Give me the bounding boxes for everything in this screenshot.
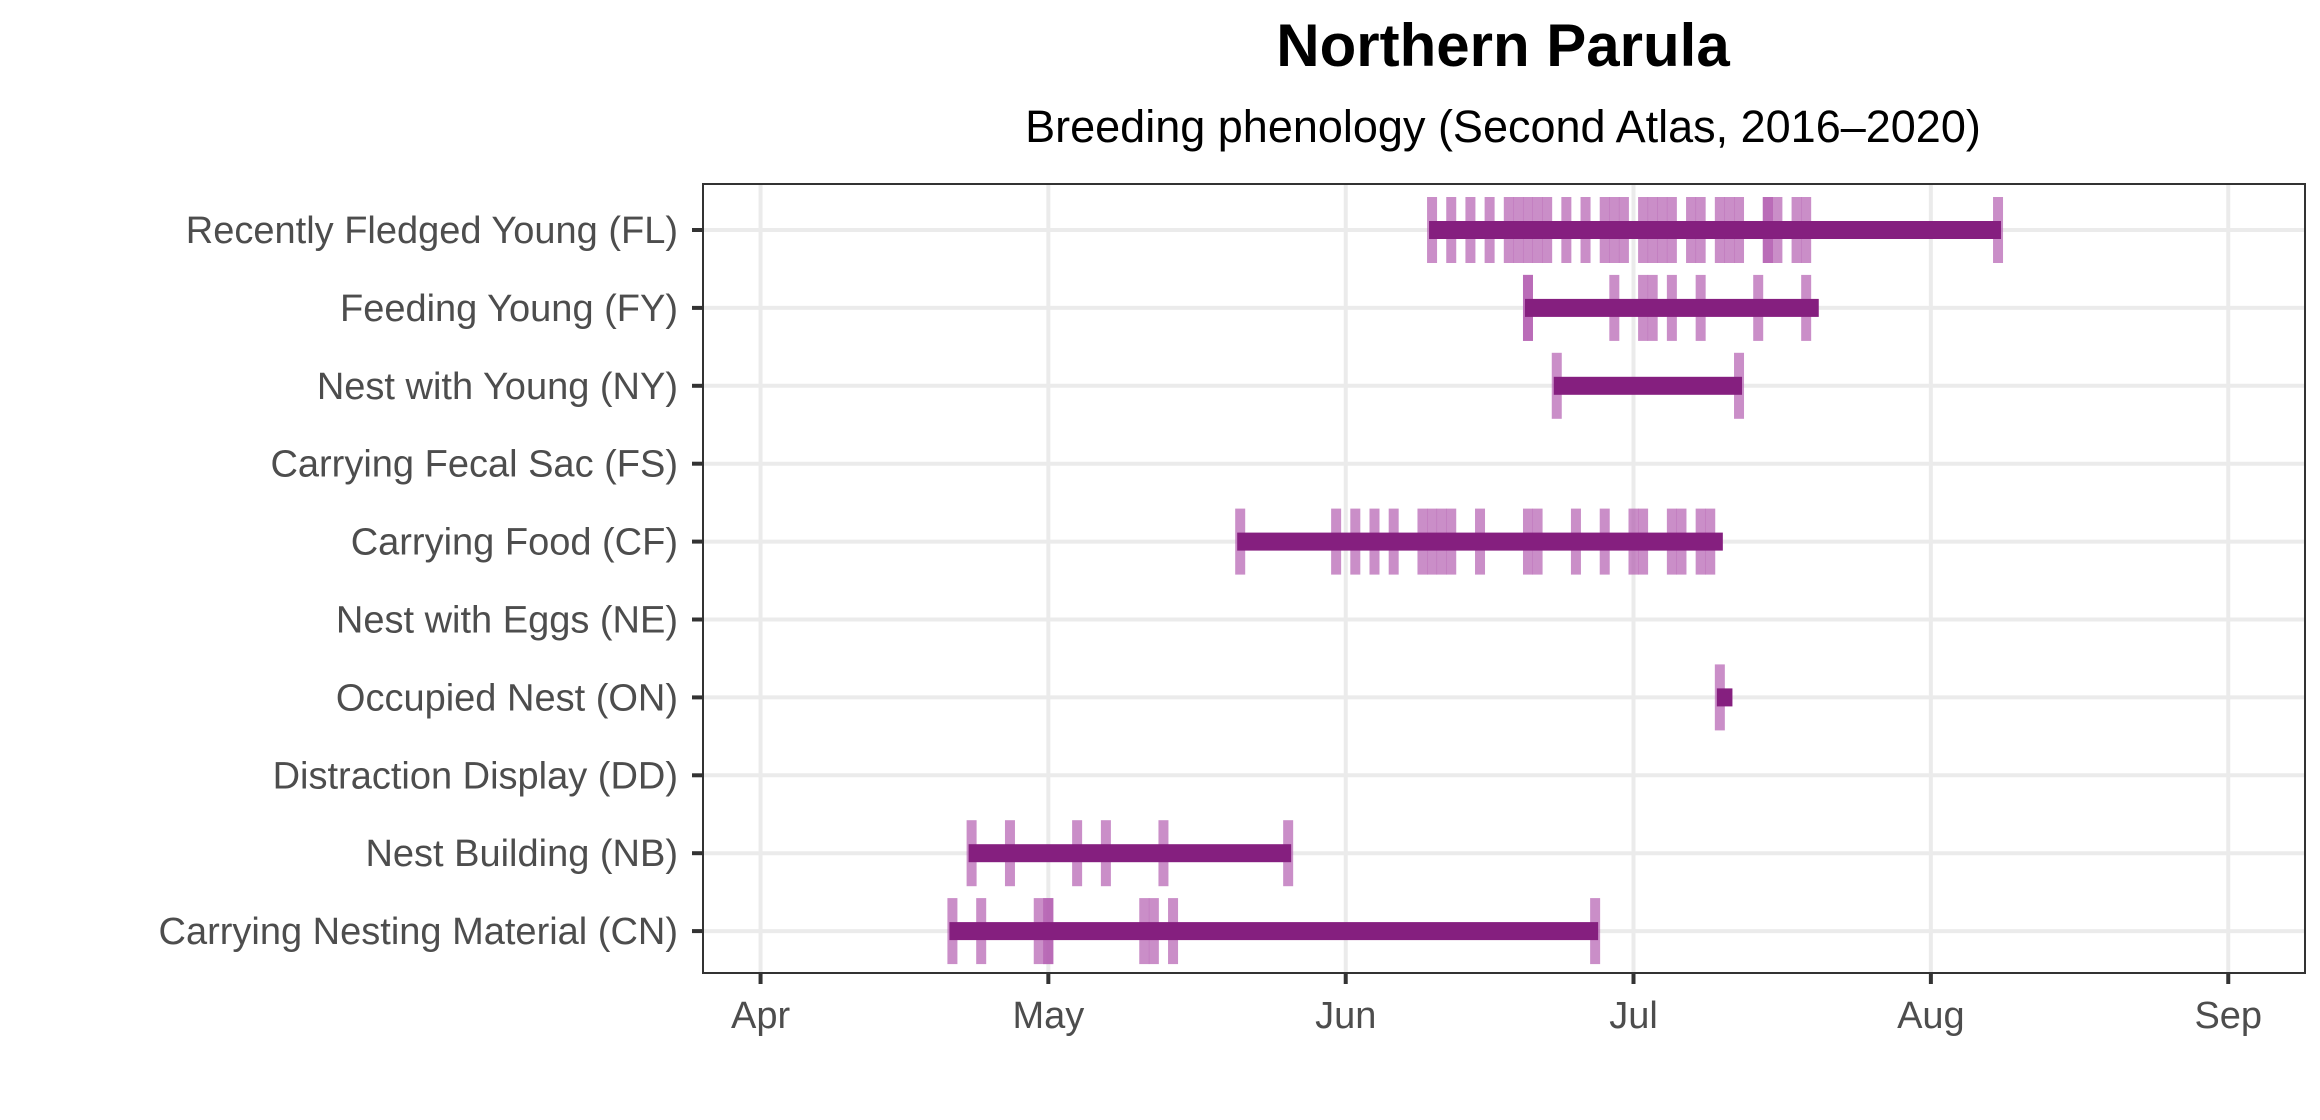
x-tick-label: Jun (1315, 995, 1376, 1037)
y-tick-label: Feeding Young (FY) (340, 288, 678, 330)
range-bar (1237, 532, 1723, 551)
y-axis: Recently Fledged Young (FL) Feeding Young… (159, 210, 703, 953)
range-bar (1524, 298, 1819, 317)
range-bar (1429, 221, 2002, 239)
x-tick-label: Jul (1609, 995, 1658, 1037)
x-tick-label: Apr (731, 995, 790, 1037)
x-tick-label: Aug (1897, 995, 1965, 1037)
y-tick-label: Occupied Nest (ON) (336, 677, 678, 719)
y-tick-label: Nest with Eggs (NE) (336, 600, 678, 642)
y-tick-label: Carrying Nesting Material (CN) (159, 911, 678, 953)
y-tick-label: Carrying Fecal Sac (FS) (270, 444, 678, 486)
y-tick-label: Carrying Food (CF) (351, 522, 678, 564)
chart-subtitle: Breeding phenology (Second Atlas, 2016–2… (1025, 101, 1981, 152)
plot-border (702, 183, 2306, 974)
y-tick-label: Recently Fledged Young (FL) (186, 210, 678, 252)
range-bar (1553, 376, 1743, 395)
range-bar (968, 844, 1292, 863)
y-tick-label: Distraction Display (DD) (273, 755, 678, 797)
range-bar (1716, 688, 1733, 707)
x-axis: Apr May Jun Jul Aug Sep (731, 973, 2262, 1037)
chart-title: Northern Parula (1276, 12, 1730, 79)
x-tick-label: Sep (2194, 995, 2262, 1037)
range-bar (949, 922, 1599, 941)
range-bars (949, 221, 2002, 941)
x-tick-label: May (1012, 995, 1084, 1037)
y-tick-label: Nest with Young (NY) (317, 366, 678, 408)
y-tick-label: Nest Building (NB) (365, 833, 678, 875)
